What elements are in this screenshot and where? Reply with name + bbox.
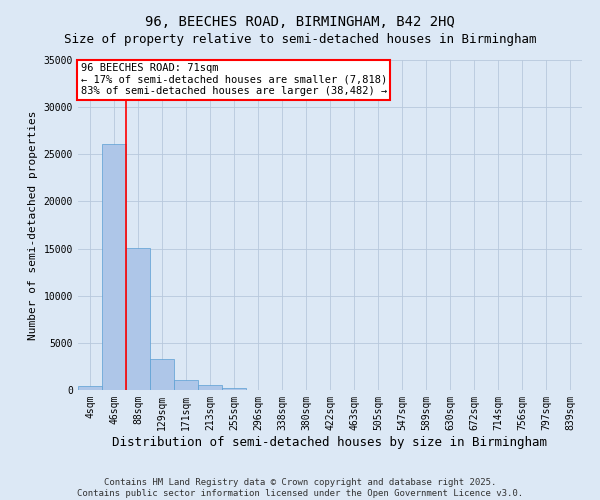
Bar: [102, 144, 126, 390]
Bar: [126, 248, 150, 390]
Y-axis label: Number of semi-detached properties: Number of semi-detached properties: [28, 110, 38, 340]
Text: 96 BEECHES ROAD: 71sqm
← 17% of semi-detached houses are smaller (7,818)
83% of : 96 BEECHES ROAD: 71sqm ← 17% of semi-det…: [80, 64, 387, 96]
Bar: [222, 388, 246, 390]
Text: Size of property relative to semi-detached houses in Birmingham: Size of property relative to semi-detach…: [64, 32, 536, 46]
X-axis label: Distribution of semi-detached houses by size in Birmingham: Distribution of semi-detached houses by …: [113, 436, 548, 448]
Text: Contains HM Land Registry data © Crown copyright and database right 2025.
Contai: Contains HM Land Registry data © Crown c…: [77, 478, 523, 498]
Bar: [174, 380, 198, 390]
Bar: [150, 359, 174, 390]
Bar: [198, 386, 222, 390]
Bar: [78, 386, 102, 390]
Text: 96, BEECHES ROAD, BIRMINGHAM, B42 2HQ: 96, BEECHES ROAD, BIRMINGHAM, B42 2HQ: [145, 15, 455, 29]
